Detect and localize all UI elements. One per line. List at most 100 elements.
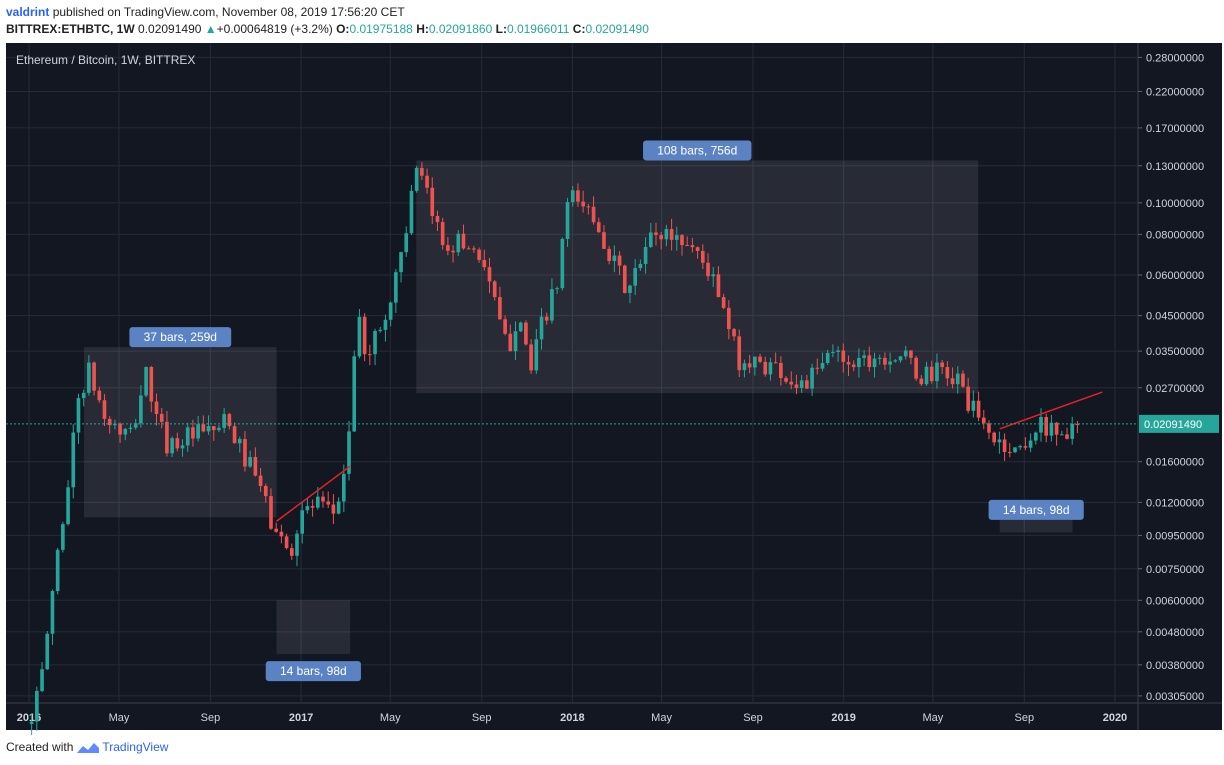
candle <box>872 358 877 368</box>
y-tick-label: 0.00750000 <box>1146 564 1204 576</box>
candle <box>695 247 700 251</box>
candle <box>544 316 549 321</box>
candle <box>779 362 783 378</box>
candle <box>945 367 950 379</box>
high-label: H: <box>416 22 429 36</box>
candle <box>347 431 351 474</box>
candle <box>935 362 939 382</box>
candle <box>1070 423 1075 439</box>
candle <box>591 206 596 223</box>
candle <box>773 362 778 364</box>
x-tick-label: Sep <box>1014 712 1034 724</box>
y-tick-label: 0.00480000 <box>1146 627 1204 639</box>
candle <box>165 421 169 454</box>
candle <box>227 414 232 427</box>
candle <box>976 400 981 418</box>
candle <box>607 248 611 261</box>
last-price: 0.02091490 <box>138 22 202 36</box>
candle <box>97 390 102 401</box>
candle <box>128 427 133 429</box>
candle <box>570 190 575 203</box>
candle <box>805 380 809 389</box>
y-tick-label: 0.04500000 <box>1146 311 1204 323</box>
candle <box>45 633 50 670</box>
candle <box>758 356 762 362</box>
candle <box>732 329 736 337</box>
candle <box>144 367 148 396</box>
candle <box>898 356 903 361</box>
candle <box>211 426 216 431</box>
tradingview-brand[interactable]: TradingView <box>102 740 169 754</box>
candle <box>929 366 934 382</box>
candle <box>690 245 695 248</box>
candle <box>518 322 523 332</box>
candle <box>102 400 107 419</box>
candle <box>909 350 913 358</box>
x-tick-label: 2018 <box>560 712 584 724</box>
candle <box>799 380 804 388</box>
candle <box>997 439 1002 443</box>
candle <box>368 354 372 356</box>
candle <box>373 330 377 355</box>
candle <box>487 267 492 282</box>
candle <box>456 233 461 253</box>
candle <box>815 367 820 369</box>
candle <box>992 432 996 443</box>
candle <box>263 485 268 497</box>
candle <box>472 248 476 250</box>
x-tick-label: May <box>651 712 672 724</box>
range-label-bg <box>988 499 1084 520</box>
candle <box>617 255 622 266</box>
last-price-tag <box>1139 414 1219 433</box>
candle <box>867 355 872 368</box>
candle <box>222 414 226 428</box>
candle <box>1002 439 1007 452</box>
candle <box>461 233 466 249</box>
candle <box>321 496 325 502</box>
candle <box>981 417 986 424</box>
candle <box>269 496 273 529</box>
candle <box>466 248 471 250</box>
candle <box>1075 423 1080 425</box>
y-tick-label: 0.01200000 <box>1146 497 1204 509</box>
range-label: 14 bars, 98d <box>280 664 347 678</box>
candle <box>201 424 206 432</box>
candle <box>394 272 398 303</box>
candle <box>352 356 357 432</box>
candle <box>643 246 648 264</box>
candle <box>919 378 924 385</box>
candle <box>903 350 908 357</box>
candle <box>648 232 653 247</box>
ohlc-bar: BITTREX:ETHBTC, 1W 0.02091490 ▲+0.000648… <box>6 22 649 36</box>
candle <box>810 367 814 389</box>
candle <box>955 373 960 385</box>
candle <box>674 235 679 240</box>
candle <box>503 319 507 334</box>
range-measure-box <box>416 160 979 394</box>
candle <box>425 175 429 188</box>
candle <box>284 536 289 549</box>
candle <box>721 297 726 308</box>
candle <box>191 427 195 439</box>
x-tick-label: Sep <box>743 712 763 724</box>
candle <box>305 506 310 511</box>
y-tick-label: 0.13000000 <box>1146 161 1204 173</box>
candle <box>399 252 403 273</box>
candle <box>534 339 539 371</box>
range-measure-box <box>276 600 351 655</box>
candle <box>768 362 773 375</box>
candle <box>175 438 180 449</box>
time-axis <box>6 703 1222 730</box>
candle <box>664 229 669 240</box>
published-text: published on TradingView.com, November 0… <box>52 5 405 19</box>
candle <box>113 423 117 426</box>
candle <box>841 350 846 362</box>
candle <box>555 288 559 290</box>
author-name[interactable]: valdrint <box>6 5 50 19</box>
change-up-icon: ▲ <box>204 22 217 36</box>
candle <box>409 190 414 234</box>
candle <box>326 501 331 505</box>
candle <box>206 426 211 432</box>
candle <box>81 392 86 399</box>
